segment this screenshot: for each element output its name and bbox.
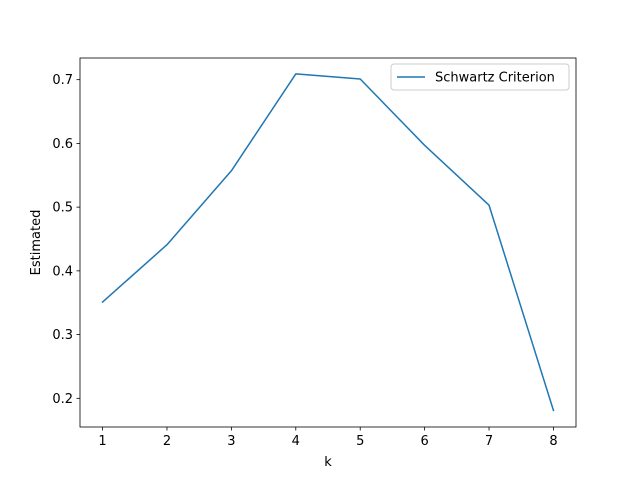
legend-label: Schwartz Criterion (435, 71, 555, 86)
plot-area (80, 58, 576, 427)
x-tick-label: 1 (98, 434, 106, 449)
x-tick-label: 7 (485, 434, 493, 449)
y-tick-label: 0.4 (52, 264, 73, 279)
y-axis: 0.2 0.3 0.4 0.5 0.6 0.7 (52, 73, 80, 407)
x-axis: 1 2 3 4 5 6 7 8 (98, 427, 558, 449)
series-line (101, 73, 555, 412)
x-tick-label: 8 (549, 434, 557, 449)
x-tick-label: 3 (227, 434, 235, 449)
x-axis-label: k (324, 455, 332, 470)
y-tick-label: 0.3 (52, 328, 73, 343)
y-tick-label: 0.6 (52, 137, 73, 152)
y-tick-label: 0.5 (52, 201, 73, 216)
x-tick-label: 6 (420, 434, 428, 449)
y-tick-label: 0.7 (52, 73, 73, 88)
legend: Schwartz Criterion (390, 63, 570, 91)
legend-box (390, 63, 570, 91)
plot-frame (79, 57, 577, 428)
y-tick-label: 0.2 (52, 392, 73, 407)
x-tick-label: 5 (356, 434, 364, 449)
x-tick-label: 4 (292, 434, 300, 449)
y-axis-label: Estimated (29, 210, 44, 276)
x-tick-label: 2 (163, 434, 171, 449)
series-layer (101, 73, 555, 412)
